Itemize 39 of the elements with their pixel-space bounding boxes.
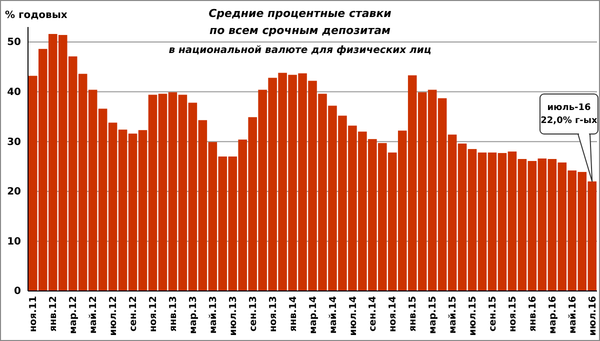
x-tick-label: сен.12 [128,296,140,332]
x-tick-label: мар.13 [188,296,199,334]
x-tick-label: ноя.15 [508,296,519,332]
y-tick-label: 30 [7,136,22,148]
y-tick-label: 10 [7,236,22,248]
x-tick-label: янв.13 [168,296,180,332]
x-tick-label: май.15 [448,296,459,334]
x-tick-label: ноя.11 [28,296,40,332]
y-tick-label: 20 [7,186,22,198]
x-tick-label: сен.14 [368,296,379,332]
x-tick-label: янв.15 [408,296,419,332]
x-tick-label: янв.12 [48,296,60,332]
x-tick-label: июл.13 [228,296,239,336]
x-tick-label: сен.13 [248,296,259,332]
x-tick-label: май.13 [208,296,219,334]
y-tick-label: 40 [7,86,22,98]
y-tick-label: 0 [14,286,22,298]
x-tick-label: июл.12 [108,296,120,336]
y-tick-label: 50 [7,37,22,48]
x-tick-label: ноя.12 [148,296,160,332]
x-tick-label: июл.14 [348,296,359,336]
x-tick-label: июл.16 [587,296,598,336]
x-tick-label: май.12 [88,296,100,334]
x-tick-label: сен.15 [488,296,499,332]
text: в национальной валюте для физических лиц [168,45,432,56]
x-tick-label: мар.15 [428,296,439,334]
x-tick-label: ноя.14 [388,296,399,332]
x-tick-label: янв.14 [288,296,299,332]
annotation: июль-16 22,0% г-ых [540,103,598,126]
x-tick-label: мар.16 [547,296,558,334]
x-tick-label: июл.15 [468,296,479,336]
x-tick-label: май.16 [567,296,578,334]
x-tick-label: ноя.13 [268,296,279,332]
chart-title: Средние процентные ставки по всем срочным депозитам [208,7,392,37]
x-tick-label: май.14 [328,296,339,334]
y-axis-title: % годовых [5,10,68,21]
x-tick-label: янв.16 [528,296,539,332]
x-tick-label: мар.12 [68,296,80,334]
x-tick-label: мар.14 [308,296,319,334]
